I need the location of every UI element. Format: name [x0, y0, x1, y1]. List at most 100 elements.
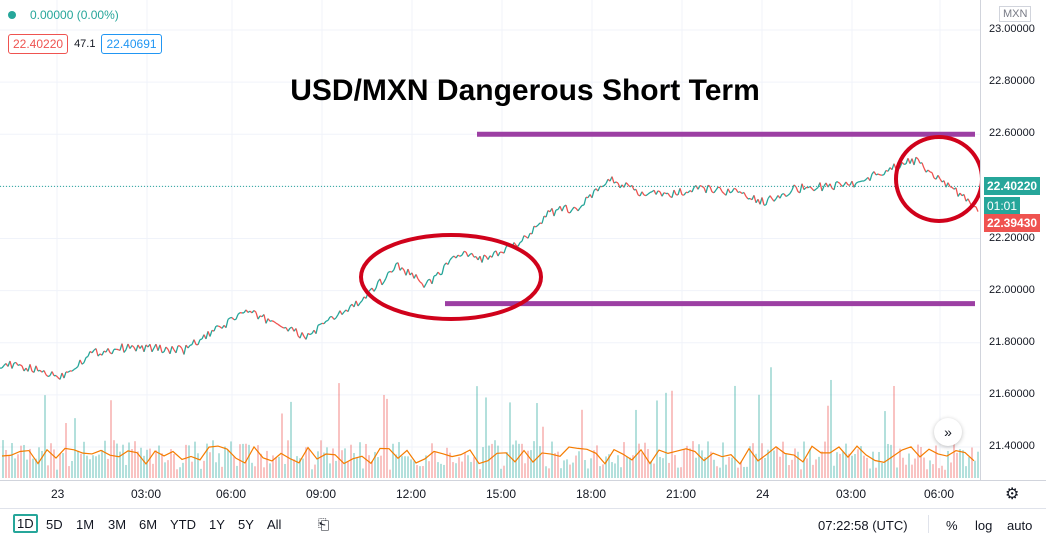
- log-toggle[interactable]: log: [975, 518, 993, 533]
- price-segment: [561, 206, 565, 212]
- price-segment: [967, 198, 971, 203]
- price-segment: [315, 325, 319, 334]
- price-segment: [687, 190, 691, 194]
- price-segment: [143, 344, 147, 352]
- volume-bar: [581, 409, 583, 478]
- volume-bar: [479, 469, 481, 478]
- time-scale[interactable]: 23 03:00 06:00 09:00 12:00 15:00 18:00 21:00 24 0…: [0, 480, 1046, 508]
- price-segment: [699, 184, 703, 188]
- scroll-to-realtime-button[interactable]: »: [934, 418, 962, 446]
- price-segment: [27, 364, 31, 372]
- price-segment: [853, 183, 857, 188]
- volume-bar: [359, 442, 361, 478]
- price-segment: [727, 188, 731, 194]
- price-segment: [635, 189, 639, 195]
- volume-bar: [92, 455, 94, 478]
- volume-bar: [782, 441, 784, 478]
- volume-bar: [320, 440, 322, 478]
- price-segment: [59, 372, 63, 380]
- range-button-1m[interactable]: 1M: [76, 517, 95, 532]
- volume-bar: [956, 452, 958, 478]
- price-segment: [17, 364, 21, 366]
- double-chevron-right-icon: »: [944, 424, 952, 440]
- volume-bar: [764, 457, 766, 478]
- price-segment: [307, 332, 311, 336]
- price-segment: [531, 226, 535, 235]
- volume-bar: [176, 469, 178, 478]
- price-segment: [247, 310, 251, 313]
- price-segment: [569, 209, 573, 214]
- price-segment: [537, 222, 541, 226]
- price-segment: [691, 187, 695, 193]
- percent-toggle[interactable]: %: [946, 518, 958, 533]
- utc-clock[interactable]: 07:22:58 (UTC): [818, 518, 908, 533]
- range-button-5y[interactable]: 5Y: [238, 517, 254, 532]
- volume-bar: [716, 466, 718, 478]
- volume-bar: [80, 453, 82, 478]
- settings-gear-icon[interactable]: ⚙: [1005, 486, 1020, 503]
- volume-bar: [788, 465, 790, 478]
- auto-toggle[interactable]: auto: [1007, 518, 1033, 533]
- volume-bar: [536, 403, 538, 478]
- volume-bar: [185, 444, 187, 478]
- volume-bar: [650, 461, 652, 478]
- price-segment: [397, 262, 401, 271]
- price-segment: [357, 302, 361, 307]
- price-segment: [415, 274, 419, 280]
- price-scale[interactable]: MXN 21.40000 21.60000 21.80000 22.00000 22.2…: [980, 0, 1046, 480]
- volume-bar: [428, 461, 430, 478]
- price-segment: [341, 311, 345, 315]
- volume-bar: [590, 458, 592, 478]
- price-segment: [425, 279, 429, 285]
- volume-bar: [773, 450, 775, 478]
- volume-bar: [422, 466, 424, 478]
- price-tick-label: 22.60000: [989, 127, 1035, 140]
- volume-bar: [809, 448, 811, 478]
- volume-bar: [941, 465, 943, 478]
- volume-bar: [125, 464, 127, 478]
- volume-bar: [281, 413, 283, 478]
- bid-box[interactable]: 22.40220: [8, 34, 69, 54]
- volume-bar: [173, 454, 175, 478]
- time-tick-label: 15:00: [486, 487, 517, 501]
- volume-bar: [605, 456, 607, 478]
- volume-bar: [488, 445, 490, 478]
- price-segment: [323, 320, 327, 325]
- price-segment: [497, 251, 501, 257]
- volume-bar: [833, 465, 835, 478]
- price-chart[interactable]: USD/MXN Dangerous Short Term: [0, 0, 984, 480]
- price-segment: [937, 174, 941, 180]
- volume-bar: [215, 462, 217, 478]
- price-segment: [449, 257, 453, 261]
- range-button-3m[interactable]: 3M: [108, 517, 127, 532]
- volume-bar: [107, 458, 109, 478]
- range-button-5d[interactable]: 5D: [46, 517, 63, 532]
- volume-bar: [977, 451, 979, 478]
- compare-range-icon[interactable]: ⎗: [318, 516, 330, 532]
- volume-bar: [596, 445, 598, 478]
- volume-bar: [65, 423, 67, 478]
- volume-bar: [395, 454, 397, 478]
- price-segment: [521, 235, 525, 242]
- chart-pane[interactable]: USD/MXN Dangerous Short Term 0.00000 (0.…: [0, 0, 984, 480]
- volume-bar: [524, 463, 526, 478]
- price-segment: [903, 163, 907, 166]
- volume-bar: [23, 444, 25, 478]
- status-dot-icon: [8, 11, 16, 19]
- price-segment: [955, 187, 959, 197]
- price-segment: [523, 235, 527, 238]
- range-button-6m[interactable]: 6M: [139, 517, 158, 532]
- price-segment: [171, 346, 175, 351]
- price-segment: [407, 268, 411, 276]
- volume-bar: [800, 469, 802, 478]
- volume-bar: [317, 451, 319, 478]
- volume-bar: [218, 453, 220, 478]
- range-button-1d[interactable]: 1D: [13, 514, 38, 533]
- range-button-1y[interactable]: 1Y: [209, 517, 225, 532]
- range-button-ytd[interactable]: YTD: [170, 517, 196, 532]
- volume-bar: [443, 464, 445, 478]
- price-segment: [301, 332, 305, 337]
- ask-box[interactable]: 22.40691: [101, 34, 162, 54]
- price-segment: [107, 348, 111, 353]
- range-button-all[interactable]: All: [267, 517, 282, 532]
